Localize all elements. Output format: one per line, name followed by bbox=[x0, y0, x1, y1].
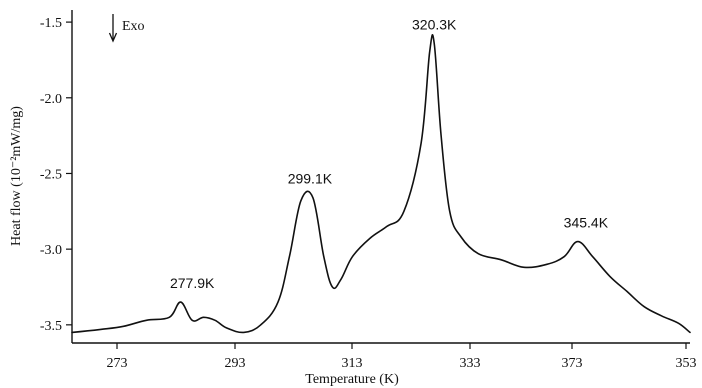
peak-label: 345.4K bbox=[564, 215, 609, 231]
x-tick-label: 333 bbox=[460, 356, 481, 371]
x-tick-label: 293 bbox=[225, 356, 246, 371]
y-tick-label: -1.5 bbox=[40, 16, 62, 31]
y-tick-label: -3.5 bbox=[40, 319, 62, 334]
x-tick-label: 273 bbox=[107, 356, 128, 371]
x-tick-label: 373 bbox=[562, 356, 583, 371]
axes bbox=[71, 10, 690, 344]
exo-label: Exo bbox=[122, 19, 145, 34]
exo-arrow-head-icon bbox=[108, 32, 118, 43]
y-tick-label: -2.0 bbox=[40, 92, 62, 107]
peak-label: 277.9K bbox=[170, 275, 215, 291]
x-ticks: 273 293 313 333 373 353 bbox=[107, 343, 697, 371]
y-tick-label: -3.0 bbox=[40, 243, 62, 258]
x-tick-label: 353 bbox=[676, 356, 697, 371]
y-ticks: -1.5 -2.0 -2.5 -3.0 -3.5 bbox=[40, 16, 72, 334]
x-axis-title: Temperature (K) bbox=[305, 372, 399, 387]
exo-indicator: Exo bbox=[108, 14, 145, 43]
y-axis-title: Heat flow (10⁻²mW/mg) bbox=[9, 106, 24, 246]
heat-flow-curve bbox=[71, 34, 691, 334]
x-tick-label: 313 bbox=[342, 356, 363, 371]
peak-label: 320.3K bbox=[412, 16, 457, 32]
peak-labels: 277.9K 299.1K 320.3K 345.4K bbox=[170, 16, 609, 291]
peak-label: 299.1K bbox=[288, 171, 333, 187]
y-tick-label: -2.5 bbox=[40, 167, 62, 182]
